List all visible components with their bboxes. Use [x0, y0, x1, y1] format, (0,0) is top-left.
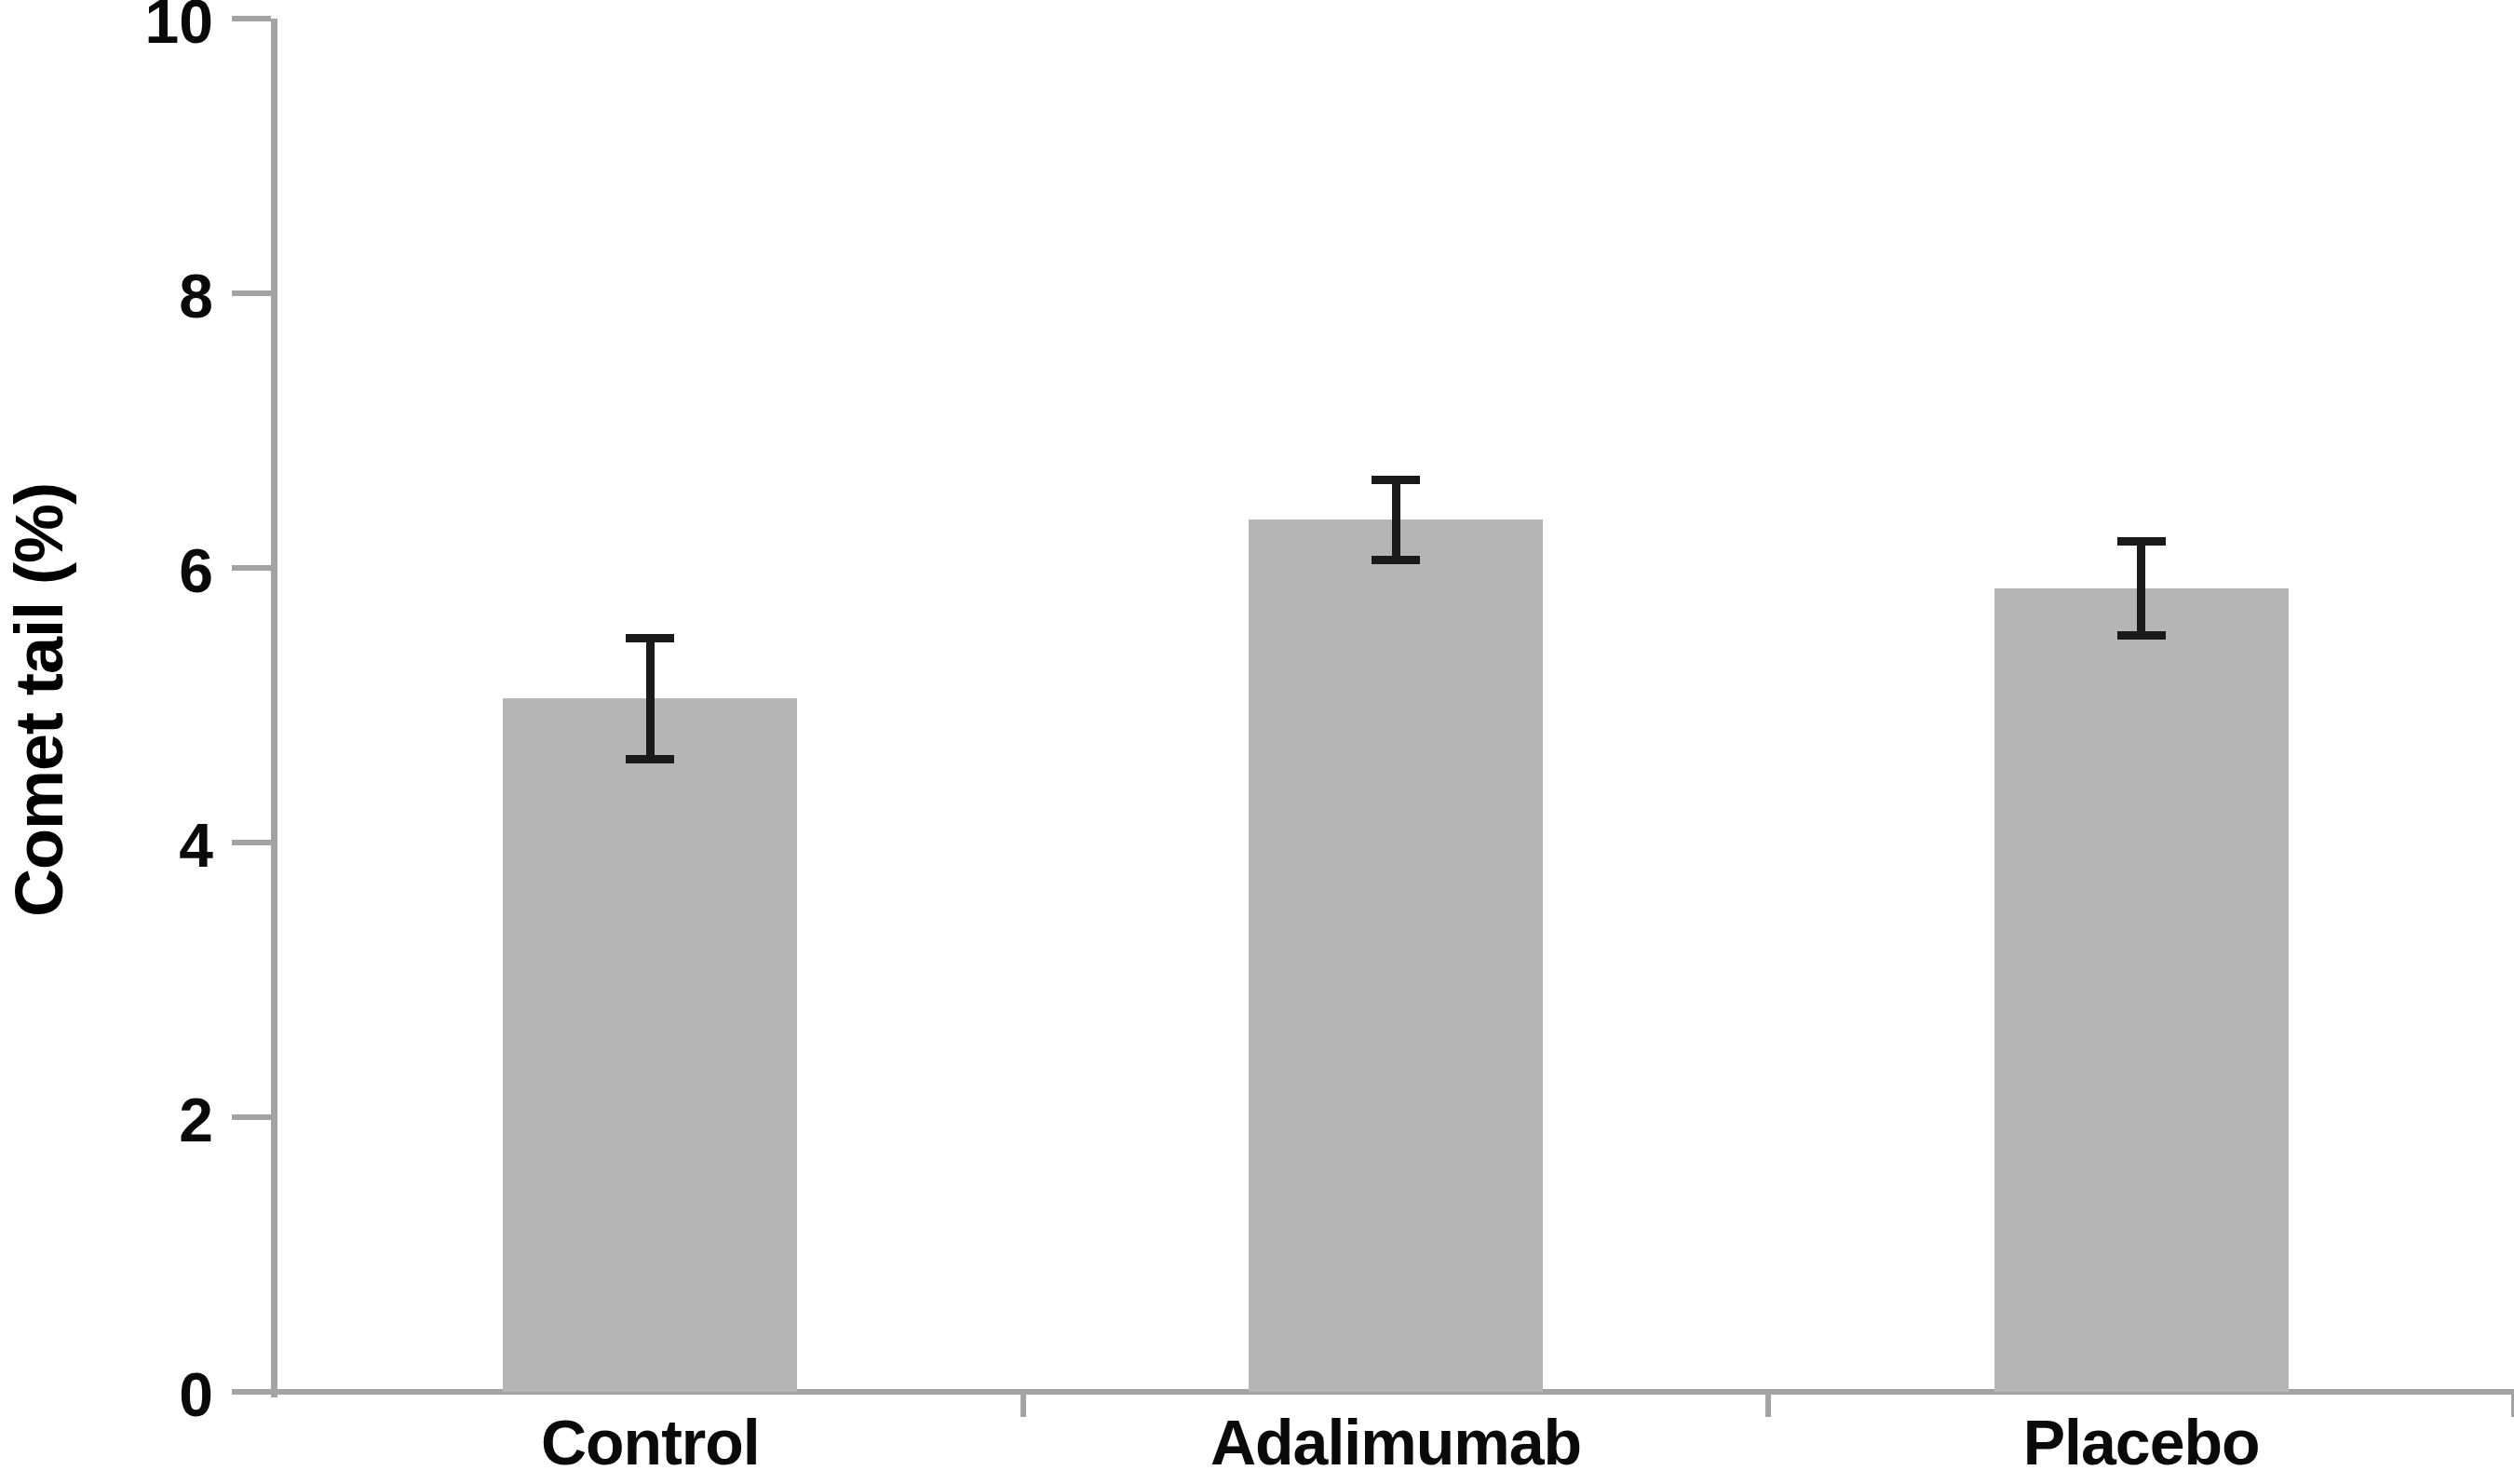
- y-tick-mark: [232, 16, 271, 21]
- y-tick-mark: [232, 1114, 271, 1120]
- error-bar-cap-top: [1372, 476, 1420, 484]
- error-bar-cap-bottom: [626, 755, 674, 763]
- y-tick-label: 0: [27, 1357, 213, 1432]
- error-bar-cap-top: [2117, 537, 2166, 546]
- y-tick-mark: [232, 840, 271, 845]
- bar: [1249, 519, 1543, 1392]
- error-bar-cap-bottom: [2117, 631, 2166, 640]
- x-boundary-tick-mark: [1020, 1395, 1026, 1417]
- error-bar-line: [2137, 542, 2145, 635]
- x-boundary-tick-mark: [1765, 1395, 1771, 1417]
- y-tick-mark: [232, 565, 271, 571]
- bar: [1994, 588, 2289, 1392]
- y-tick-mark: [232, 1389, 271, 1395]
- error-bar-cap-bottom: [1372, 556, 1420, 564]
- y-tick-label: 6: [27, 533, 213, 608]
- x-category-label: Control: [324, 1405, 976, 1479]
- y-tick-mark: [232, 290, 271, 296]
- y-tick-label: 8: [27, 259, 213, 333]
- error-bar-line: [1392, 480, 1400, 560]
- x-category-label: Placebo: [1816, 1405, 2467, 1479]
- bar: [503, 698, 797, 1392]
- error-bar-cap-top: [626, 634, 674, 642]
- y-tick-label: 10: [27, 0, 213, 59]
- x-category-label: Adalimumab: [1070, 1405, 1722, 1479]
- error-bar-line: [646, 638, 655, 759]
- y-tick-label: 2: [27, 1083, 213, 1157]
- y-tick-label: 4: [27, 808, 213, 883]
- y-axis-line: [271, 19, 277, 1397]
- comet-tail-bar-chart: Comet tail (%) 0246810ControlAdalimumabP…: [0, 0, 2514, 1484]
